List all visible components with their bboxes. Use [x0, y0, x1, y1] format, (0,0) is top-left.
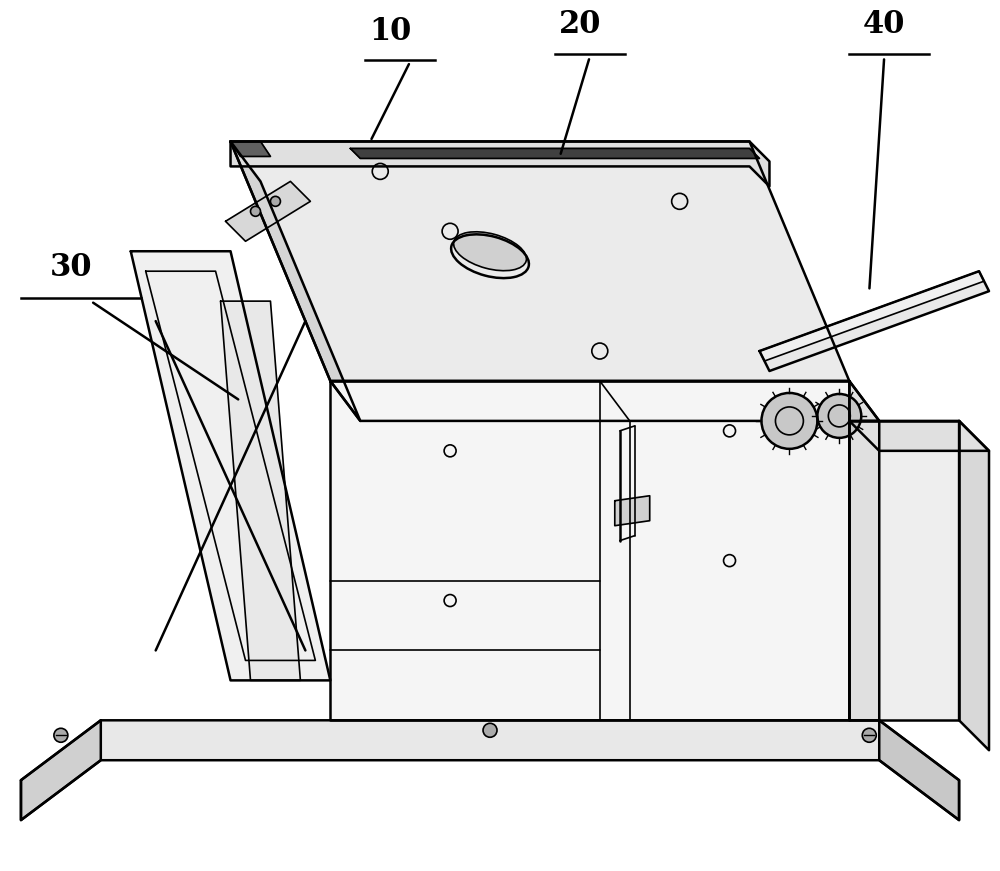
- Circle shape: [270, 196, 280, 206]
- Polygon shape: [849, 421, 989, 451]
- Polygon shape: [849, 421, 959, 720]
- Polygon shape: [759, 271, 989, 371]
- Ellipse shape: [454, 232, 526, 271]
- Polygon shape: [231, 141, 849, 381]
- Circle shape: [862, 728, 876, 742]
- Circle shape: [54, 728, 68, 742]
- Circle shape: [817, 394, 861, 438]
- Text: 20: 20: [559, 9, 601, 40]
- Circle shape: [250, 206, 260, 216]
- Polygon shape: [759, 271, 984, 361]
- Polygon shape: [231, 141, 360, 421]
- Text: 30: 30: [50, 253, 92, 283]
- Polygon shape: [21, 720, 101, 820]
- Polygon shape: [330, 381, 849, 720]
- Polygon shape: [226, 181, 310, 241]
- Polygon shape: [330, 381, 879, 421]
- Circle shape: [483, 723, 497, 737]
- Polygon shape: [231, 141, 270, 157]
- Polygon shape: [21, 720, 959, 820]
- Text: 40: 40: [863, 9, 905, 40]
- Polygon shape: [879, 720, 959, 820]
- Polygon shape: [350, 148, 759, 159]
- Polygon shape: [959, 421, 989, 750]
- Polygon shape: [231, 141, 769, 186]
- Text: 10: 10: [369, 16, 411, 47]
- Polygon shape: [615, 496, 650, 526]
- Polygon shape: [849, 381, 879, 720]
- Circle shape: [761, 393, 817, 449]
- Polygon shape: [221, 301, 300, 680]
- Polygon shape: [131, 251, 330, 680]
